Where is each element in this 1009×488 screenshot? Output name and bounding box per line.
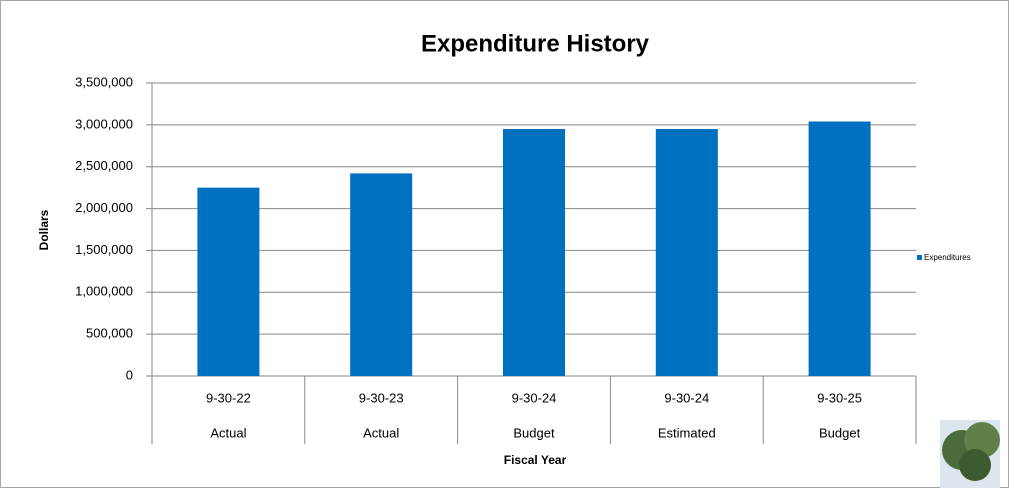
bar (197, 187, 260, 376)
bar (655, 129, 718, 376)
y-tick-label: 3,000,000 (75, 116, 133, 131)
x-tick-label: 9-30-25 (817, 390, 862, 405)
y-tick-label: 1,500,000 (75, 242, 133, 257)
bar (503, 129, 565, 376)
chart-title: Expenditure History (421, 30, 650, 57)
y-tick-label: 1,000,000 (75, 284, 133, 299)
x-tick-label: Budget (819, 425, 861, 440)
y-tick-label: 0 (126, 367, 133, 382)
y-tick-label: 3,500,000 (75, 74, 133, 89)
legend-swatch (917, 255, 922, 260)
y-tick-label: 500,000 (86, 326, 133, 341)
y-tick-label: 2,500,000 (75, 158, 133, 173)
bar (808, 121, 871, 376)
x-tick-label: Actual (363, 425, 399, 440)
legend-label: Expenditures (924, 253, 971, 262)
tree-image (940, 420, 1000, 488)
x-tick-label: Estimated (658, 425, 716, 440)
bar (350, 173, 413, 376)
x-tick-label: Actual (210, 425, 246, 440)
x-axis-label: Fiscal Year (504, 453, 567, 467)
x-tick-label: 9-30-24 (512, 390, 557, 405)
y-tick-label: 2,000,000 (75, 200, 133, 215)
x-tick-label: Budget (513, 425, 555, 440)
x-tick-label: 9-30-23 (359, 390, 404, 405)
y-axis-label: Dollars (37, 209, 51, 250)
x-tick-label: 9-30-22 (206, 390, 251, 405)
x-tick-label: 9-30-24 (664, 390, 709, 405)
